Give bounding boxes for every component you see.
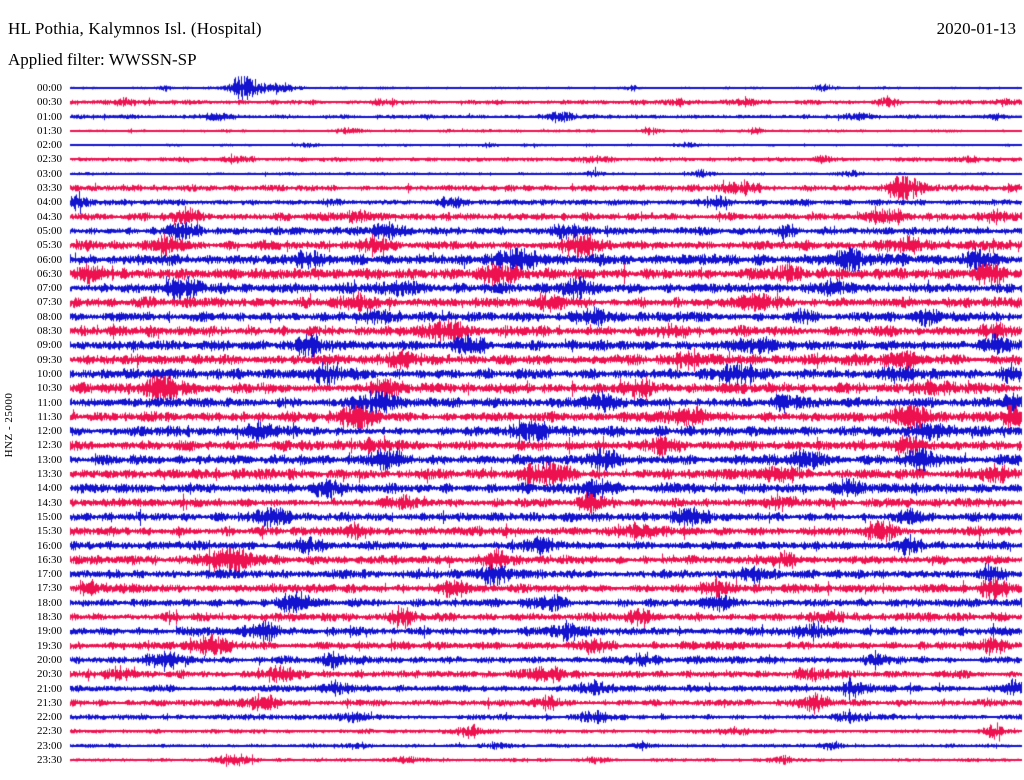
time-label-0530: 05:30 <box>36 239 62 252</box>
time-label-1230: 12:30 <box>36 439 62 452</box>
time-label-1600: 16:00 <box>36 539 62 552</box>
time-label-0730: 07:30 <box>36 296 62 309</box>
time-label-1630: 16:30 <box>36 553 62 566</box>
time-label-0300: 03:00 <box>36 167 62 180</box>
time-label-2230: 22:30 <box>36 725 62 738</box>
station-title: HL Pothia, Kalymnos Isl. (Hospital) <box>8 19 262 38</box>
time-label-1800: 18:00 <box>36 596 62 609</box>
time-label-0400: 04:00 <box>36 196 62 209</box>
time-label-2200: 22:00 <box>36 711 62 724</box>
time-label-0330: 03:30 <box>36 182 62 195</box>
time-label-0600: 06:00 <box>36 253 62 266</box>
time-label-1830: 18:30 <box>36 611 62 624</box>
time-label-1430: 14:30 <box>36 496 62 509</box>
time-label-2000: 20:00 <box>36 653 62 666</box>
time-label-0230: 02:30 <box>36 153 62 166</box>
time-label-0200: 02:00 <box>36 139 62 152</box>
time-label-0030: 00:30 <box>36 96 62 109</box>
time-label-1530: 15:30 <box>36 525 62 538</box>
time-label-1200: 12:00 <box>36 425 62 438</box>
applied-filter-label: Applied filter: WWSSN-SP <box>8 50 197 69</box>
time-label-0100: 01:00 <box>36 110 62 123</box>
time-label-1330: 13:30 <box>36 468 62 481</box>
time-label-0000: 00:00 <box>36 82 62 94</box>
time-label-1730: 17:30 <box>36 582 62 595</box>
time-label-0500: 05:00 <box>36 224 62 237</box>
time-label-1100: 11:00 <box>37 396 62 409</box>
time-label-1030: 10:30 <box>36 382 62 395</box>
time-label-1130: 11:30 <box>37 410 62 423</box>
time-label-0800: 08:00 <box>36 310 62 323</box>
time-label-2130: 21:30 <box>36 696 62 709</box>
record-date: 2020-01-13 <box>936 19 1016 38</box>
time-label-1300: 13:00 <box>36 453 62 466</box>
time-label-0700: 07:00 <box>36 282 62 295</box>
time-label-0130: 01:30 <box>36 124 62 137</box>
time-label-0900: 09:00 <box>36 339 62 352</box>
time-label-0930: 09:30 <box>36 353 62 366</box>
time-label-0630: 06:30 <box>36 267 62 280</box>
time-label-1000: 10:00 <box>36 367 62 380</box>
time-label-2100: 21:00 <box>36 682 62 695</box>
time-label-1500: 15:00 <box>36 510 62 523</box>
time-label-1700: 17:00 <box>36 568 62 581</box>
time-label-1900: 19:00 <box>36 625 62 638</box>
time-label-1400: 14:00 <box>36 482 62 495</box>
time-label-2300: 23:00 <box>36 739 62 752</box>
time-label-2030: 20:30 <box>36 668 62 681</box>
time-label-2330: 23:30 <box>36 754 62 766</box>
time-label-0830: 08:30 <box>36 325 62 338</box>
time-label-1930: 19:30 <box>36 639 62 652</box>
time-label-0430: 04:30 <box>36 210 62 223</box>
